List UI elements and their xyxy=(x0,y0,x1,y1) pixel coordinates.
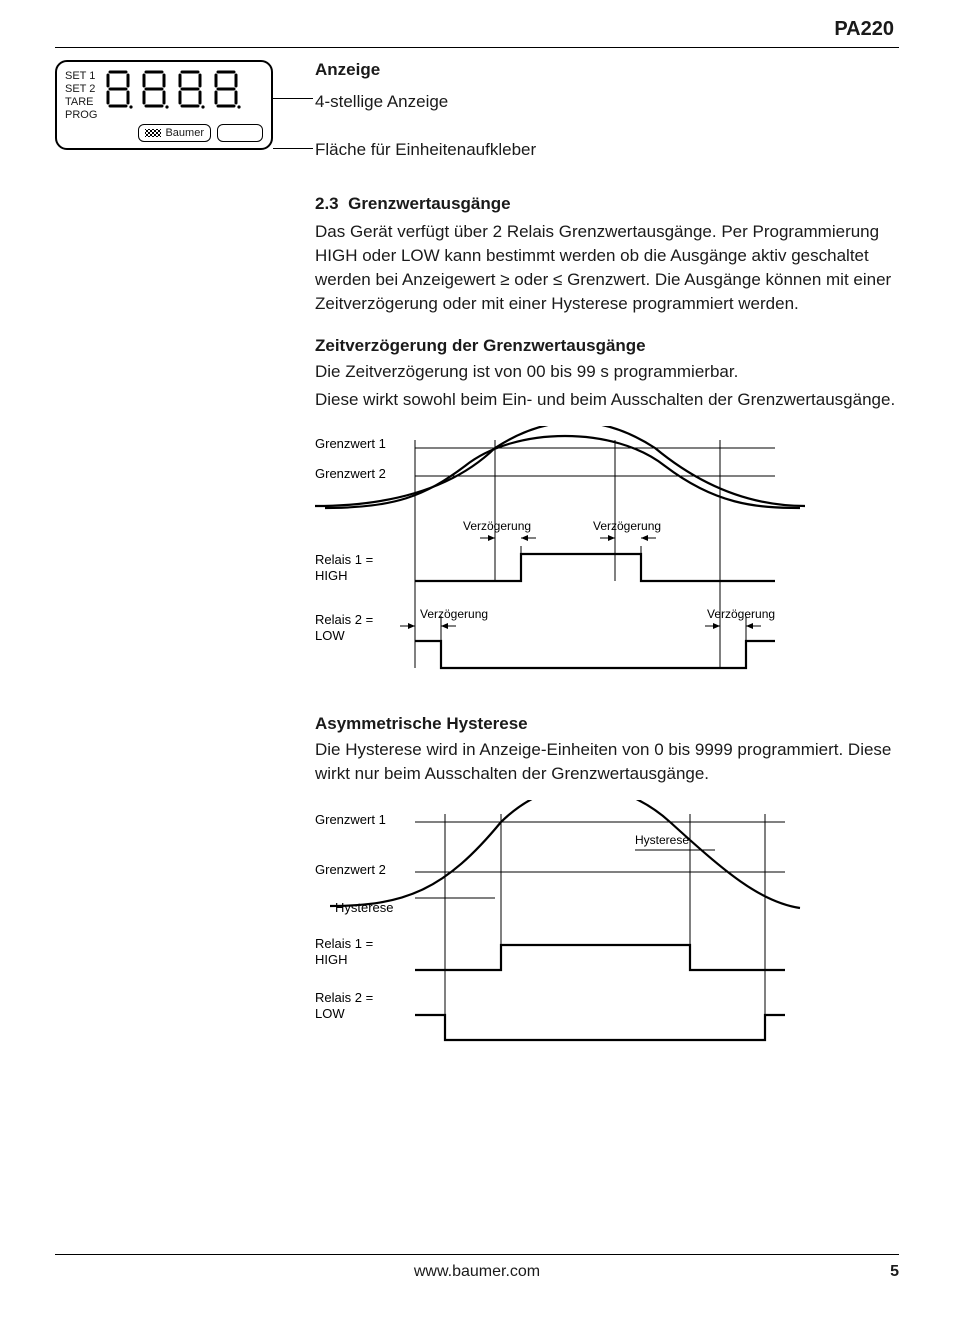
footer-page-number: 5 xyxy=(869,1263,899,1281)
paragraph: Das Gerät verfügt über 2 Relais Grenzwer… xyxy=(315,220,899,316)
display-device: SET 1 SET 2 TARE PROG xyxy=(55,60,273,150)
brand-label: Baumer xyxy=(165,127,204,139)
heading-number: 2.3 xyxy=(315,194,339,213)
diag-text: Hysterese xyxy=(635,833,689,847)
digit-icon xyxy=(139,68,169,110)
callout-unit-area: Fläche für Einheitenaufkleber xyxy=(315,136,899,164)
diag-text: Verzögerung xyxy=(463,519,531,533)
page-footer: www.baumer.com 5 xyxy=(55,1254,899,1281)
brand-pill: Baumer xyxy=(138,124,211,142)
paragraph: Die Zeitverzögerung ist von 00 bis 99 s … xyxy=(315,360,899,384)
paragraph: Die Hysterese wird in Anzeige-Einheiten … xyxy=(315,738,899,786)
diagram-delay: Verzögerung Verzögerung Verzögerun xyxy=(315,426,899,686)
diag-text: Relais 2 = xyxy=(315,990,373,1005)
diag-text: Hysterese xyxy=(335,900,394,915)
device-label-tare: TARE xyxy=(65,96,97,109)
diag-text: LOW xyxy=(315,1006,345,1021)
diag-text: Grenzwert 1 xyxy=(315,436,386,451)
diag-text: Relais 1 = xyxy=(315,552,373,567)
device-label-prog: PROG xyxy=(65,109,97,122)
digit-icon xyxy=(175,68,205,110)
digit-icon xyxy=(103,68,133,110)
diagram-hysteresis: Hysterese Grenzwert 1 Grenzwert 2 Hyster… xyxy=(315,800,899,1050)
subhead-delay: Zeitverzögerung der Grenzwertausgänge xyxy=(315,336,899,356)
device-label-set2: SET 2 xyxy=(65,83,97,96)
callout-display: 4-stellige Anzeige xyxy=(315,88,899,116)
diag-text: Grenzwert 2 xyxy=(315,862,386,877)
diag-text: Relais 1 = xyxy=(315,936,373,951)
subhead-hysteresis: Asymmetrische Hysterese xyxy=(315,714,899,734)
leader-line xyxy=(273,98,313,99)
seven-segment-row xyxy=(103,68,241,110)
diag-text: Grenzwert 2 xyxy=(315,466,386,481)
diag-text: HIGH xyxy=(315,952,348,967)
diag-text: Grenzwert 1 xyxy=(315,812,386,827)
heading-text: Grenzwertausgänge xyxy=(348,194,511,213)
diag-text: HIGH xyxy=(315,568,348,583)
footer-rule xyxy=(55,1254,899,1255)
diag-text: Verzögerung xyxy=(420,607,488,621)
diag-text: Verzögerung xyxy=(707,607,775,621)
product-code: PA220 xyxy=(55,18,899,41)
heading-anzeige: Anzeige xyxy=(315,60,899,80)
diag-text: Relais 2 = xyxy=(315,612,373,627)
brand-dots-icon xyxy=(145,129,161,137)
leader-line xyxy=(273,148,313,149)
device-mode-labels: SET 1 SET 2 TARE PROG xyxy=(65,70,97,122)
diag-text: LOW xyxy=(315,628,345,643)
header-rule xyxy=(55,47,899,48)
device-label-set1: SET 1 xyxy=(65,70,97,83)
diag-text: Verzögerung xyxy=(593,519,661,533)
unit-sticker-area xyxy=(217,124,263,142)
footer-url: www.baumer.com xyxy=(85,1263,869,1281)
paragraph: Diese wirkt sowohl beim Ein- und beim Au… xyxy=(315,388,899,412)
digit-icon xyxy=(211,68,241,110)
heading-2-3: 2.3 Grenzwertausgänge xyxy=(315,194,899,214)
